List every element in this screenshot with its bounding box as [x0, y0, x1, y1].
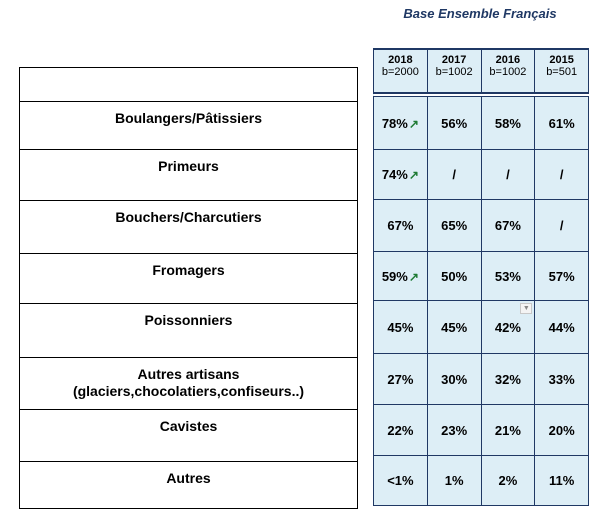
label-row: Primeurs	[19, 149, 358, 201]
row-label-poissonniers: Poissonniers	[144, 312, 233, 328]
label-row: Bouchers/Charcutiers	[19, 200, 358, 254]
row-label-primeurs: Primeurs	[158, 158, 219, 174]
value-cell: 45%	[373, 300, 428, 354]
value: 59%	[381, 268, 408, 284]
value-cell: 58%	[480, 96, 536, 150]
value: 74%	[381, 167, 408, 182]
row-label-autres: Autres	[166, 470, 211, 486]
value-cell: 23%	[426, 404, 482, 456]
value-cell: /	[426, 149, 482, 200]
value-cell: 50%	[426, 251, 482, 301]
data-row: 27% 30% 32% 33%	[373, 353, 589, 405]
row-label-bouchers: Bouchers/Charcutiers	[115, 209, 262, 225]
value-cell: 22%	[373, 404, 428, 456]
column-header-2015: 2015 b=501	[534, 48, 589, 94]
value-cell: 20%	[534, 404, 589, 456]
value-cell: 65%	[426, 199, 482, 252]
value-cell: 45%	[426, 300, 482, 354]
value-cell: 67%	[373, 199, 428, 252]
value-cell: <1%	[373, 455, 428, 506]
column-base: b=501	[546, 66, 578, 78]
label-row: Poissonniers	[19, 303, 358, 358]
up-arrow-icon: ↗	[408, 269, 419, 284]
value-cell: /	[534, 199, 589, 252]
value-cell: 21%	[480, 404, 536, 456]
row-label-fromagers: Fromagers	[152, 262, 225, 278]
value-cell: 1%	[426, 455, 482, 506]
data-row: 45% 45% 42% ▼ 44%	[373, 300, 589, 354]
label-row: Autres artisans (glaciers,chocolatiers,c…	[19, 357, 358, 410]
value-cell: 27%	[373, 353, 428, 405]
row-label-boulangers: Boulangers/Pâtissiers	[114, 110, 263, 126]
value-cell: /	[534, 149, 589, 200]
column-year: 2017	[441, 54, 467, 66]
label-table: Boulangers/Pâtissiers Primeurs Bouchers/…	[19, 67, 358, 509]
data-row: 59%↗ 50% 53% 57%	[373, 251, 589, 301]
page-title: Base Ensemble Français	[403, 6, 557, 21]
row-label-autres-artisans: Autres artisans (glaciers,chocolatiers,c…	[72, 366, 305, 399]
column-year: 2015	[549, 54, 574, 66]
column-header-2017: 2017 b=1002	[426, 48, 482, 94]
value-cell: 42% ▼	[480, 300, 536, 354]
label-row: Fromagers	[19, 253, 358, 304]
value-cell: 67%	[480, 199, 536, 252]
column-base: b=2000	[381, 66, 419, 78]
column-header-2016: 2016 b=1002	[480, 48, 536, 94]
value-cell: 11%	[534, 455, 589, 506]
value-cell: 33%	[534, 353, 589, 405]
header-row: 2018 b=2000 2017 b=1002 2016 b=1002 2015 b=5…	[373, 48, 589, 94]
column-base: b=1002	[435, 66, 473, 78]
header-blank-row	[19, 67, 358, 102]
data-table: 2018 b=2000 2017 b=1002 2016 b=1002 2015 b=5…	[373, 48, 589, 506]
value-cell: 61%	[534, 96, 589, 150]
value-cell: 78%↗	[373, 96, 428, 150]
data-row: 74%↗ / / /	[373, 149, 589, 200]
column-base: b=1002	[489, 66, 527, 78]
value-cell: 59%↗	[373, 251, 428, 301]
data-row: <1% 1% 2% 11%	[373, 455, 589, 506]
label-row: Cavistes	[19, 409, 358, 462]
up-arrow-icon: ↗	[408, 168, 419, 182]
value-cell: 32%	[480, 353, 536, 405]
value-cell: 30%	[426, 353, 482, 405]
value: 42%	[494, 319, 521, 335]
value-cell: 53%	[480, 251, 536, 301]
column-header-2018: 2018 b=2000	[373, 48, 428, 94]
value: 78%	[381, 115, 408, 131]
header-blank-cell	[19, 67, 358, 102]
value-cell: /	[480, 149, 536, 200]
value-cell: 56%	[426, 96, 482, 150]
column-year: 2018	[388, 54, 413, 66]
data-row: 67% 65% 67% /	[373, 199, 589, 252]
data-row: 22% 23% 21% 20%	[373, 404, 589, 456]
label-row: Autres	[19, 461, 358, 509]
value-cell: 74%↗	[373, 149, 428, 200]
label-row: Boulangers/Pâtissiers	[19, 101, 358, 150]
value-cell: 44%	[534, 300, 589, 354]
data-row: 78%↗ 56% 58% 61%	[373, 96, 589, 150]
up-arrow-icon: ↗	[408, 116, 419, 131]
value-cell: 57%	[534, 251, 589, 301]
value-cell: 2%	[480, 455, 536, 506]
row-label-cavistes: Cavistes	[159, 418, 218, 434]
filter-dropdown-icon[interactable]: ▼	[520, 303, 533, 314]
column-year: 2016	[495, 54, 521, 66]
